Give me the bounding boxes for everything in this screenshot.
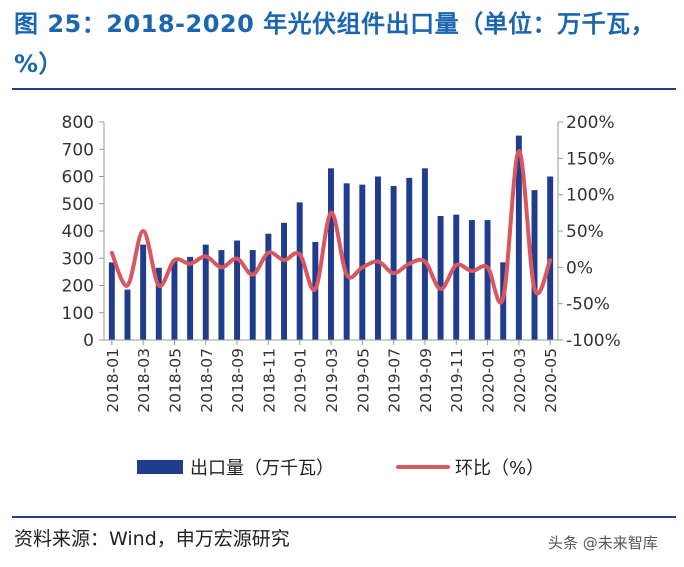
bar-2019-08	[406, 177, 413, 340]
watermark: 头条 @未来智库	[548, 534, 658, 552]
bar-2018-03	[140, 244, 147, 340]
bars-layer	[108, 135, 554, 340]
bar-2019-09	[421, 168, 428, 340]
bar-2018-10	[249, 250, 256, 340]
x-tick-label: 2018-11	[260, 348, 278, 413]
x-tick-label: 2019-11	[448, 348, 466, 413]
bar-2020-03	[515, 135, 522, 340]
x-tick-label: 2020-03	[511, 348, 529, 413]
legend-bar-label: 出口量（万千瓦）	[190, 458, 334, 479]
right-tick-label: 200%	[566, 113, 615, 133]
bar-2018-05	[171, 260, 178, 340]
left-tick-label: 600	[62, 168, 94, 188]
bar-2019-10	[437, 216, 444, 340]
right-tick-label: -100%	[566, 331, 621, 351]
bar-2018-02	[124, 289, 131, 340]
x-tick-label: 2019-01	[292, 348, 310, 413]
bar-2020-04	[531, 190, 538, 340]
left-tick-label: 300	[62, 249, 94, 269]
x-tick-label: 2018-03	[135, 348, 153, 413]
legend-bar-swatch	[137, 460, 183, 474]
bar-2019-07	[390, 186, 397, 340]
x-tick-label: 2019-03	[323, 348, 341, 413]
x-tick-label: 2020-05	[542, 348, 560, 413]
bar-2019-05	[359, 184, 366, 340]
left-tick-label: 0	[83, 331, 94, 351]
x-tick-label: 2019-05	[354, 348, 372, 413]
left-tick-label: 800	[62, 113, 94, 133]
bar-2019-06	[374, 176, 381, 340]
right-tick-label: 100%	[566, 186, 615, 206]
bar-2018-12	[281, 222, 288, 340]
source-note: 资料来源：Wind，申万宏源研究	[14, 528, 290, 550]
x-tick-label: 2019-07	[386, 348, 404, 413]
bar-2018-04	[155, 267, 162, 340]
bar-2018-11	[265, 233, 272, 340]
bar-2018-07	[202, 244, 209, 340]
bar-2019-12	[468, 220, 475, 340]
bar-2019-01	[296, 202, 303, 340]
left-tick-label: 200	[62, 277, 94, 297]
legend: 出口量（万千瓦） 环比（%）	[137, 458, 544, 479]
bar-2018-06	[187, 256, 194, 340]
legend-line-label: 环比（%）	[455, 458, 544, 479]
left-tick-label: 700	[62, 140, 94, 160]
left-tick-label: 100	[62, 304, 94, 324]
right-tick-label: 50%	[566, 222, 604, 242]
bar-2018-01	[108, 262, 115, 340]
bar-2019-04	[343, 183, 350, 340]
left-tick-label: 400	[62, 222, 94, 242]
x-tick-label: 2018-09	[229, 348, 247, 413]
bar-2020-01	[484, 220, 491, 340]
right-tick-label: 0%	[566, 258, 593, 278]
x-tick-label: 2018-07	[198, 348, 216, 413]
right-tick-label: 150%	[566, 149, 615, 169]
mom-change-line	[109, 149, 553, 305]
title-divider	[12, 88, 676, 90]
chart-title: 图 25：2018-2020 年光伏组件出口量（单位：万千瓦，%）	[14, 10, 656, 78]
bar-2018-09	[234, 240, 241, 340]
line-layer	[109, 149, 553, 305]
source-divider	[12, 516, 676, 518]
right-tick-label: -50%	[566, 295, 610, 315]
x-tick-label: 2019-09	[417, 348, 435, 413]
bar-2019-03	[328, 168, 334, 340]
x-tick-label: 2020-01	[480, 348, 498, 413]
x-tick-label: 2018-01	[104, 348, 122, 413]
left-tick-label: 500	[62, 195, 94, 215]
bar-2018-08	[218, 250, 225, 340]
x-tick-label: 2018-05	[166, 348, 184, 413]
bar-2019-11	[453, 214, 460, 340]
axis-layer: 0 100 200 300 400 500 600 700 800 -100% -50% 0% 50% 1…	[62, 113, 621, 413]
